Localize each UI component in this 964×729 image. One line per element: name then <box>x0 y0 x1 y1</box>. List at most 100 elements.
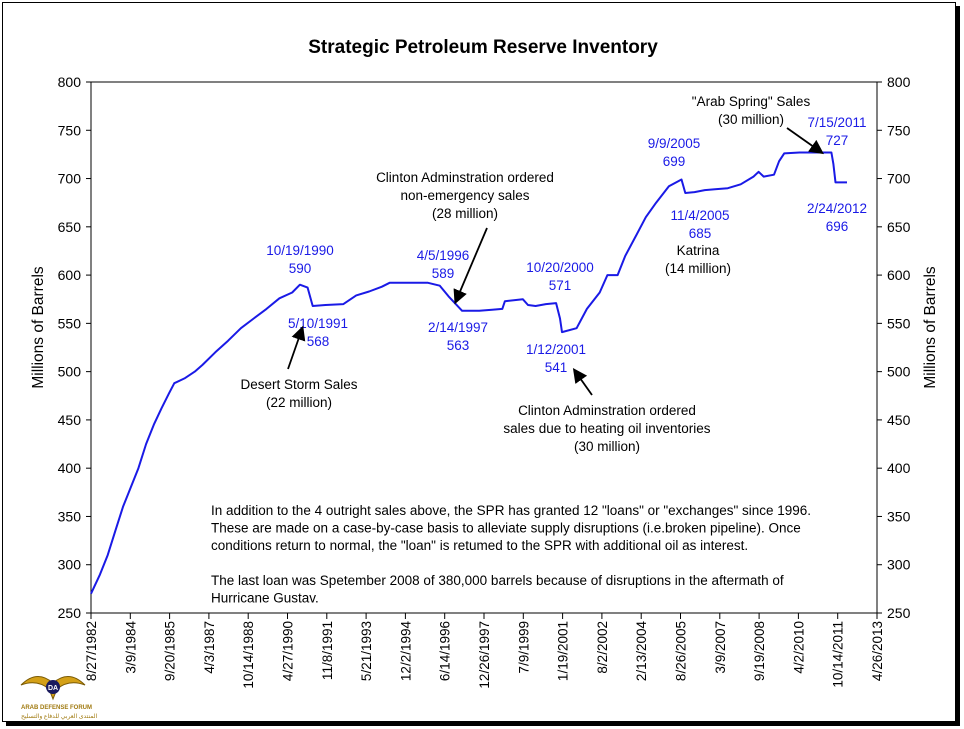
annotation-arrow-4 <box>786 127 824 155</box>
annotation-text: Clinton Adminstration ordered <box>518 403 696 418</box>
annotation-13: "Arab Spring" Sales (30 million) <box>692 94 811 127</box>
annotation-4: Clinton Adminstration ordered non-emergen… <box>376 170 554 221</box>
annotation-text: 699 <box>663 154 686 169</box>
y-tick-label-left: 600 <box>58 267 82 283</box>
y-tick-label-right: 600 <box>887 267 911 283</box>
y-tick-label-right: 700 <box>887 171 911 187</box>
x-tick-label: 11/8/1991 <box>320 621 335 680</box>
y-tick-label-right: 500 <box>887 364 911 380</box>
annotation-6: 2/14/1997 563 <box>428 320 488 353</box>
annotation-text: 5/10/1991 <box>288 316 348 331</box>
note-line: The last loan was Spetember 2008 of 380,… <box>211 573 784 588</box>
watermark-subtitle: المنتدى العربي للدفاع والتسليح <box>21 714 98 720</box>
annotation-text: 685 <box>689 226 712 241</box>
x-tick-label: 4/26/2013 <box>870 621 885 681</box>
annotation-text: non-emergency sales <box>400 188 529 203</box>
x-tick-label: 9/19/2008 <box>752 621 767 681</box>
annotation-7: 10/20/2000 571 <box>526 260 594 293</box>
annotation-text: 9/9/2005 <box>648 136 701 151</box>
y-tick-label-right: 350 <box>887 508 911 524</box>
annotation-text: (30 million) <box>718 112 784 127</box>
x-tick-label: 10/14/2011 <box>831 621 846 688</box>
annotation-text: 7/15/2011 <box>807 115 866 130</box>
x-tick-label: 8/26/2005 <box>674 621 689 681</box>
annotation-text: "Arab Spring" Sales <box>692 94 811 109</box>
y-tick-label-left: 250 <box>58 605 82 621</box>
y-tick-label-left: 400 <box>58 460 82 476</box>
annotation-text: 10/19/1990 <box>266 243 334 258</box>
annotation-5: 4/5/1996 589 <box>417 248 470 281</box>
y-tick-label-right: 800 <box>887 74 911 90</box>
annotation-text: 4/5/1996 <box>417 248 470 263</box>
annotation-1: 10/19/1990 590 <box>266 243 334 276</box>
x-tick-label: 4/2/2010 <box>791 621 806 674</box>
annotation-text: (30 million) <box>574 439 640 454</box>
y-tick-label-right: 550 <box>887 315 911 331</box>
x-tick-label: 12/2/1994 <box>398 621 413 682</box>
watermark-title: ARAB DEFENSE FORUM <box>21 705 93 711</box>
y-tick-label-left: 800 <box>58 74 82 90</box>
annotation-text: 2/14/1997 <box>428 320 488 335</box>
y-tick-label-left: 700 <box>58 171 82 187</box>
annotation-text: 727 <box>826 133 849 148</box>
x-tick-label: 3/9/1984 <box>123 621 138 674</box>
arab-defense-forum-watermark: DA ARAB DEFENSE FORUM المنتدى العربي للد… <box>17 665 97 725</box>
annotation-8: 1/12/2001 541 <box>526 342 586 375</box>
x-tick-label: 8/27/1982 <box>84 621 99 681</box>
y-tick-label-left: 450 <box>58 412 82 428</box>
x-tick-label: 1/19/2001 <box>556 621 571 681</box>
x-tick-label: 5/21/1993 <box>359 621 374 681</box>
annotation-9: Clinton Adminstration ordered sales due t… <box>503 403 710 454</box>
x-tick-label: 12/26/1997 <box>477 621 492 689</box>
spr-inventory-chart: Strategic Petroleum Reserve Inventory 25… <box>30 37 939 689</box>
annotation-11: 11/4/2005 685 <box>670 208 729 241</box>
y-tick-label-left: 550 <box>58 315 82 331</box>
x-tick-label: 10/14/1988 <box>241 621 256 689</box>
annotation-text: 2/24/2012 <box>807 201 867 216</box>
x-tick-label: 4/3/1987 <box>202 621 217 674</box>
annotation-text: 10/20/2000 <box>526 260 594 275</box>
annotation-text: 541 <box>545 360 568 375</box>
annotation-text: Katrina <box>677 243 720 258</box>
y-axis-label-right: Millions of Barrels <box>922 266 939 389</box>
x-tick-label: 9/20/1985 <box>163 621 178 681</box>
annotation-text: 1/12/2001 <box>526 342 586 357</box>
svg-text:DA: DA <box>48 685 58 692</box>
x-tick-label: 4/27/1990 <box>281 621 296 681</box>
note-line: In addition to the 4 outright sales abov… <box>211 503 811 518</box>
eagle-logo-icon: DA <box>20 676 86 701</box>
chart-title: Strategic Petroleum Reserve Inventory <box>308 37 658 58</box>
y-tick-label-right: 250 <box>887 605 911 621</box>
annotation-text: (14 million) <box>665 261 731 276</box>
annotation-12: Katrina (14 million) <box>665 243 731 276</box>
annotation-text: 590 <box>289 261 312 276</box>
y-tick-label-left: 300 <box>58 557 82 573</box>
annotation-text: 563 <box>447 338 470 353</box>
annotation-text: (28 million) <box>432 206 498 221</box>
y-tick-label-left: 500 <box>58 364 82 380</box>
annotation-text: 696 <box>826 219 849 234</box>
annotation-arrow-3 <box>572 368 593 396</box>
y-axis-label-left: Millions of Barrels <box>30 266 47 389</box>
y-tick-label-left: 650 <box>58 219 82 235</box>
annotation-text: 589 <box>432 266 455 281</box>
x-tick-label: 6/14/1996 <box>438 621 453 681</box>
annotation-arrow-2 <box>453 227 488 305</box>
annotation-text: Desert Storm Sales <box>240 377 357 392</box>
y-tick-label-right: 650 <box>887 219 911 235</box>
x-tick-label: 2/13/2004 <box>634 621 649 682</box>
y-tick-label-right: 450 <box>887 412 911 428</box>
annotation-15: 2/24/2012 696 <box>807 201 867 234</box>
series-line-spr-inventory <box>90 151 847 595</box>
y-tick-label-right: 300 <box>887 557 911 573</box>
annotation-text: 571 <box>549 278 572 293</box>
y-tick-label-left: 350 <box>58 508 82 524</box>
annotation-text: (22 million) <box>266 395 332 410</box>
x-tick-label: 3/9/2007 <box>713 621 728 674</box>
note-line: conditions return to normal, the "loan" … <box>211 538 748 553</box>
chart-frame: Strategic Petroleum Reserve Inventory 25… <box>2 2 956 722</box>
annotation-arrow-1 <box>287 325 306 370</box>
x-tick-label: 7/9/1999 <box>516 621 531 674</box>
annotation-3: Desert Storm Sales (22 million) <box>240 377 357 410</box>
y-tick-label-right: 750 <box>887 122 911 138</box>
